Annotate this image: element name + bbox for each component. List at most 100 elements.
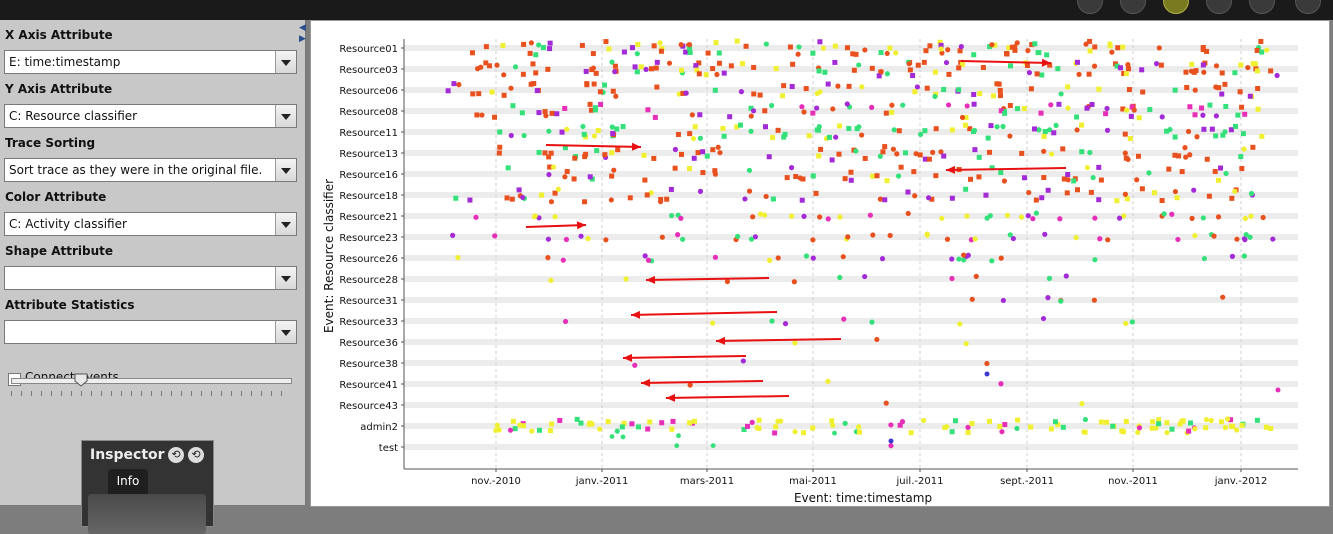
event-dot xyxy=(563,236,570,243)
event-dot xyxy=(533,70,539,76)
event-dot xyxy=(938,46,944,52)
event-dot xyxy=(678,42,684,48)
dotted-chart[interactable]: Resource01 Resource03 Resource06 Resource08… xyxy=(311,21,1329,506)
y-axis-select[interactable]: C: Resource classifier xyxy=(4,104,297,128)
event-dot xyxy=(790,61,796,67)
event-dot xyxy=(1209,126,1215,132)
event-dot xyxy=(1092,44,1098,50)
chevron-down-icon[interactable] xyxy=(275,105,296,127)
event-dot xyxy=(1115,45,1121,51)
event-dot xyxy=(676,433,681,439)
event-dot xyxy=(801,109,807,115)
event-dot xyxy=(883,110,889,116)
event-dot xyxy=(876,73,882,79)
event-dot xyxy=(586,421,592,428)
event-dot xyxy=(583,151,589,157)
event-dot xyxy=(1188,420,1194,426)
event-dot xyxy=(510,103,516,109)
event-dot xyxy=(763,193,769,200)
annotation-arrowhead xyxy=(576,221,586,230)
pin-icon[interactable]: ⟲ xyxy=(168,447,184,463)
event-dot xyxy=(749,419,755,425)
slider-thumb[interactable] xyxy=(74,373,88,387)
event-dot xyxy=(848,169,854,175)
event-dot xyxy=(680,90,686,96)
event-dot xyxy=(1123,320,1129,327)
chevron-down-icon[interactable] xyxy=(275,51,296,73)
event-dot xyxy=(536,42,542,48)
event-dot xyxy=(922,156,928,162)
x-tick-label: nov.-2011 xyxy=(1108,476,1158,487)
collapse-left-icon[interactable]: ◀ xyxy=(299,23,306,33)
tab-info[interactable]: Info xyxy=(108,469,148,494)
chevron-down-icon[interactable] xyxy=(275,213,296,235)
event-dot xyxy=(651,155,657,161)
event-dot xyxy=(710,443,716,448)
event-dot xyxy=(492,114,498,120)
event-dot xyxy=(998,108,1004,114)
x-tick-label: mai-2011 xyxy=(789,476,837,487)
event-dot xyxy=(548,277,554,283)
event-dot xyxy=(1164,429,1170,436)
window-control-icon[interactable] xyxy=(1120,0,1146,14)
event-dot xyxy=(932,69,938,75)
event-dot xyxy=(700,149,706,155)
event-dot xyxy=(1018,214,1025,220)
event-dot xyxy=(997,93,1003,99)
event-dot xyxy=(757,211,764,217)
event-dot xyxy=(546,128,552,134)
collapse-right-icon[interactable]: ▶ xyxy=(299,34,306,44)
row-band xyxy=(404,318,1298,324)
event-dot xyxy=(806,133,812,139)
window-control-icon[interactable] xyxy=(1163,0,1189,14)
event-dot xyxy=(1185,128,1192,135)
event-dot xyxy=(814,127,820,133)
row-band xyxy=(404,255,1298,261)
window-control-icon[interactable] xyxy=(1295,0,1321,14)
event-dot xyxy=(720,125,726,131)
event-dot xyxy=(1114,63,1120,69)
event-dot xyxy=(989,165,995,171)
event-dot xyxy=(1254,47,1260,53)
event-dot xyxy=(801,213,807,219)
event-dot xyxy=(1014,40,1020,46)
event-dot xyxy=(675,232,681,238)
event-dot xyxy=(497,129,503,135)
event-dot xyxy=(1098,177,1104,183)
event-dot xyxy=(837,274,843,281)
event-dot xyxy=(620,124,626,130)
event-dot xyxy=(924,231,930,237)
event-dot xyxy=(1225,416,1231,422)
event-dot xyxy=(1084,105,1090,111)
event-dot xyxy=(590,65,597,71)
event-dot xyxy=(645,257,652,263)
x-axis-select[interactable]: E: time:timestamp xyxy=(4,50,297,74)
event-dot xyxy=(1105,237,1111,243)
slider-track[interactable] xyxy=(11,378,292,384)
event-dot xyxy=(946,71,952,77)
event-dot xyxy=(1045,187,1051,193)
chevron-down-icon[interactable] xyxy=(275,321,296,343)
event-dot xyxy=(996,81,1002,87)
event-dot xyxy=(1156,421,1162,427)
event-dot xyxy=(1044,52,1050,58)
chevron-down-icon[interactable] xyxy=(275,159,296,181)
detach-icon[interactable]: ⟲ xyxy=(188,447,204,463)
event-dot xyxy=(1201,126,1207,132)
event-dot xyxy=(973,273,979,279)
trace-sorting-select[interactable]: Sort trace as they were in the original … xyxy=(4,158,297,182)
window-control-icon[interactable] xyxy=(1249,0,1275,14)
chevron-down-icon[interactable] xyxy=(275,267,296,289)
event-dot xyxy=(1260,214,1266,221)
event-dot xyxy=(810,110,816,116)
attribute-statistics-select[interactable] xyxy=(4,320,297,344)
shape-attribute-select[interactable] xyxy=(4,266,297,290)
window-control-icon[interactable] xyxy=(1206,0,1232,14)
event-dot xyxy=(738,122,744,128)
event-dot xyxy=(473,214,479,220)
event-dot xyxy=(965,424,971,430)
color-attribute-select[interactable]: C: Activity classifier xyxy=(4,212,297,236)
event-dot xyxy=(597,426,603,432)
event-dot xyxy=(845,234,851,240)
window-control-icon[interactable] xyxy=(1077,0,1103,14)
